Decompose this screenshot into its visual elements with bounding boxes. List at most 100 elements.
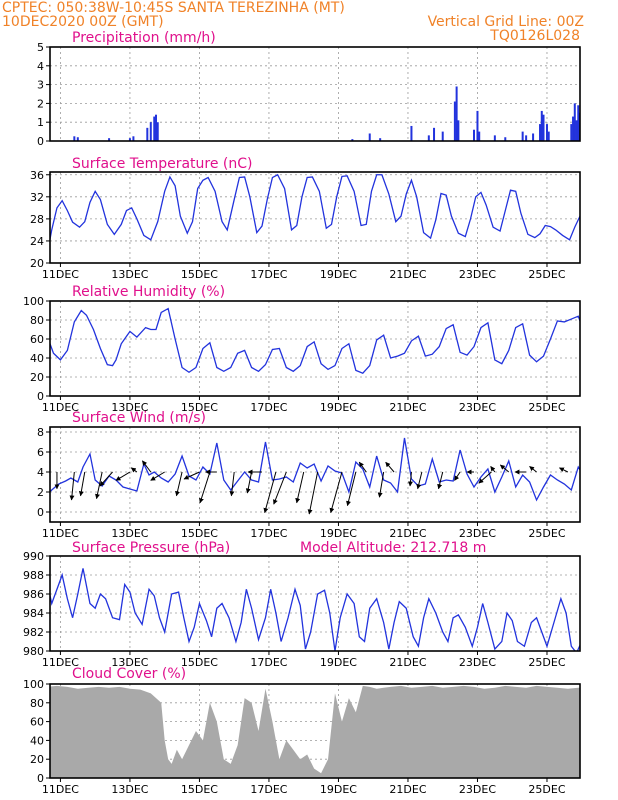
x-tick-label: 11DEC [42, 268, 79, 281]
x-tick-label: 17DEC [250, 401, 287, 414]
x-tick-label: 13DEC [111, 401, 148, 414]
x-tick-label: 13DEC [111, 268, 148, 281]
y-tick-label: 4 [37, 466, 44, 479]
y-tick-label: 980 [23, 645, 44, 658]
wind-vector-arrow [408, 471, 413, 487]
wind-vector-arrow [358, 461, 367, 473]
x-tick-label: 11DEC [42, 656, 79, 669]
panel-precipitation: 0 1 2 3 4 5 Precipitation (mm/h) [37, 30, 591, 148]
y-tick-label: 60 [30, 333, 44, 346]
precip-bar [573, 103, 576, 141]
y-tick-label: 4 [37, 60, 44, 73]
x-tick-label: 15DEC [181, 401, 218, 414]
header-grid-note: Vertical Grid Line: 00Z [428, 14, 584, 30]
wind-vector-arrow [130, 467, 138, 473]
y-tick-label: 0 [37, 135, 44, 148]
cloud-cover-area [50, 685, 580, 778]
x-tick-label: 25DEC [528, 527, 565, 540]
panel-title: Surface Pressure (hPa) [72, 540, 230, 556]
x-tick-label: 19DEC [320, 401, 357, 414]
y-tick-label: 80 [30, 697, 44, 710]
panel-frame [49, 683, 581, 779]
precip-bar [589, 126, 591, 141]
wind-vector-arrow [307, 471, 319, 515]
precip-bar [76, 137, 79, 141]
precip-bar [504, 137, 507, 141]
precip-bar [542, 114, 545, 141]
header-station: CPTEC: 050:38W-10:45S SANTA TEREZINHA (M… [2, 0, 345, 16]
series-line [50, 437, 580, 502]
wind-vector-arrow [115, 471, 131, 481]
panel-title: Cloud Cover (%) [72, 666, 186, 682]
y-tick-label: 1 [37, 116, 44, 129]
x-tick-label: 25DEC [528, 268, 565, 281]
precip-bar [577, 105, 580, 141]
y-tick-label: 28 [30, 213, 44, 226]
precip-bar [457, 120, 460, 141]
series-line [50, 568, 580, 651]
precip-bar [493, 135, 496, 141]
panel-title: Surface Wind (m/s) [72, 410, 206, 426]
x-tick-label: 17DEC [250, 783, 287, 796]
panel-title: Precipitation (mm/h) [72, 30, 216, 46]
precip-bar [540, 110, 543, 141]
y-tick-label: 0 [37, 772, 44, 785]
x-tick-label: 17DEC [250, 527, 287, 540]
precip-bar [410, 125, 413, 141]
precip-bar [453, 101, 456, 141]
panel-title: Surface Temperature (nC) [72, 156, 253, 172]
precip-bar [478, 131, 481, 141]
series-group [50, 437, 580, 515]
wind-vector-arrow [346, 471, 357, 507]
panel-frame [49, 46, 581, 142]
x-tick-label: 15DEC [181, 268, 218, 281]
x-tick-label: 21DEC [389, 783, 426, 796]
header-model-code: TQ0126L028 [489, 28, 580, 44]
series-group [50, 307, 580, 374]
series-line [50, 173, 580, 243]
y-tick-label: 40 [30, 734, 44, 747]
wind-vector-arrow [263, 471, 277, 514]
panel-relative-humidity: 0 20 40 60 80 100 Relative Humidity (%) 11DEC 13… [23, 284, 581, 414]
y-tick-label: 100 [23, 295, 44, 308]
wind-vector-arrow [499, 464, 510, 473]
y-tick-label: 60 [30, 716, 44, 729]
x-tick-label: 23DEC [459, 783, 496, 796]
precip-bar [455, 86, 458, 141]
wind-vector-arrow [329, 471, 343, 514]
precip-bar [588, 118, 590, 141]
precip-bar [532, 133, 535, 141]
precip-bar [156, 122, 159, 141]
precip-bar [146, 127, 149, 141]
series-line [50, 307, 580, 374]
precip-bar [525, 135, 528, 141]
y-tick-label: 982 [23, 626, 44, 639]
precip-bar [473, 129, 475, 141]
precip-bar [149, 122, 152, 141]
precip-bar [476, 110, 479, 141]
wind-vector-arrow [385, 461, 395, 473]
precip-bar [73, 136, 76, 141]
y-tick-label: 36 [30, 169, 44, 182]
panel-cloud-cover: 0 20 40 60 80 100 Cloud Cover (%) 11DEC 13DEC 15D… [23, 666, 581, 796]
wind-vector-arrow [295, 471, 305, 504]
panel-title: Relative Humidity (%) [72, 284, 225, 300]
y-tick-label: 100 [23, 678, 44, 691]
precip-bar [441, 131, 444, 141]
panel-surface-temperature: 20 24 28 32 36 Surface Temperature (nC) 11DEC 1… [30, 156, 581, 281]
precip-bar [155, 114, 157, 141]
x-tick-label: 23DEC [459, 268, 496, 281]
y-tick-label: 80 [30, 314, 44, 327]
x-tick-label: 19DEC [320, 527, 357, 540]
x-tick-label: 15DEC [181, 527, 218, 540]
wind-vector-arrow [437, 471, 444, 490]
y-tick-label: 0 [37, 390, 44, 403]
panel-frame [49, 555, 581, 652]
wind-vector-arrow [273, 471, 287, 505]
precip-bar [584, 132, 586, 141]
y-tick-label: 20 [30, 753, 44, 766]
wind-vector-arrow [245, 471, 253, 494]
panel-frame [49, 426, 581, 523]
